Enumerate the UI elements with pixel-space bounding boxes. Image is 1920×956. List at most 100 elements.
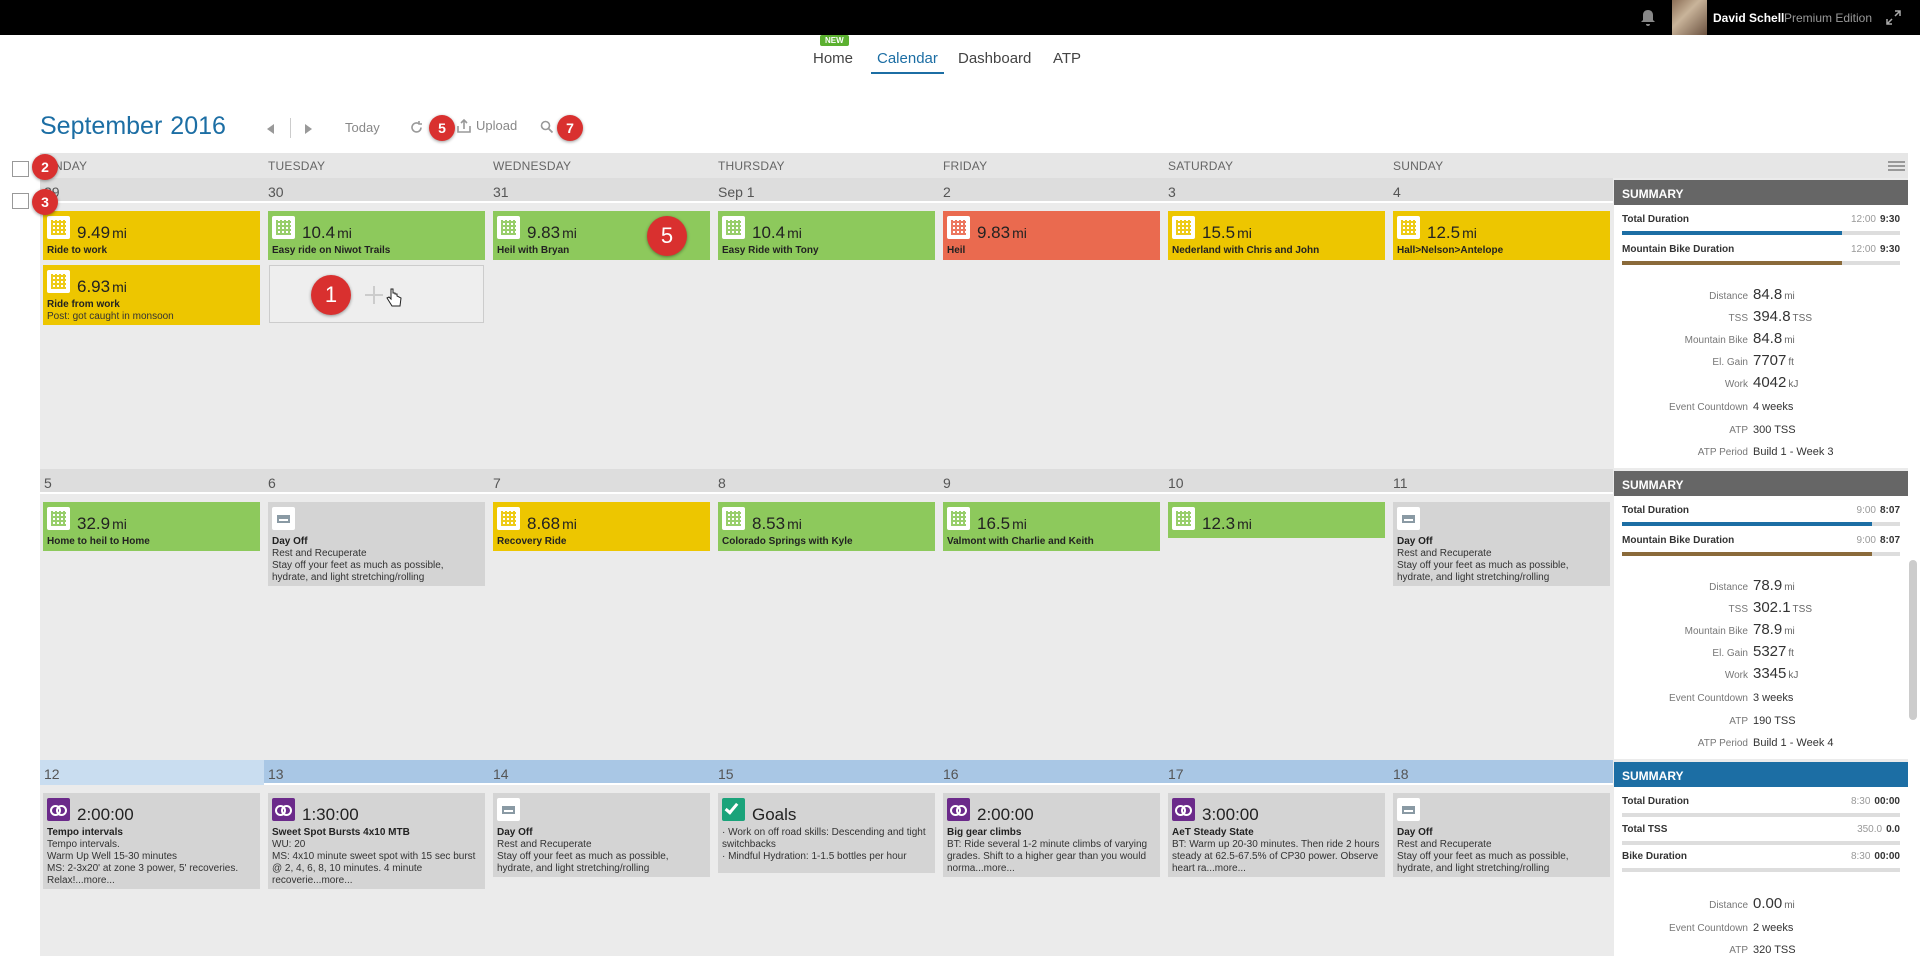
workout-card[interactable]: 6.93 mi Ride from work Post: got caught i…: [43, 265, 260, 325]
workout-card[interactable]: 8.68 mi Recovery Ride: [493, 502, 710, 551]
workout-card[interactable]: 9.83 mi Heil: [943, 211, 1160, 260]
workout-distance: 8.68 mi: [527, 514, 577, 533]
stat-label: El. Gain: [1712, 648, 1748, 659]
workout-card[interactable]: Day Off Rest and Recuperate Stay off you…: [1393, 793, 1610, 877]
workout-card[interactable]: 8.53 mi Colorado Springs with Kyle: [718, 502, 935, 551]
nav-calendar[interactable]: Calendar: [871, 50, 944, 74]
nav-atp[interactable]: ATP: [1053, 50, 1082, 67]
upload-icon[interactable]: [456, 118, 472, 134]
workout-card[interactable]: Goals · Work on off road skills: Descend…: [718, 793, 935, 873]
refresh-icon[interactable]: [409, 120, 424, 135]
goals-note: · Work on off road skills: Descending an…: [722, 827, 926, 862]
stat-label: ATP: [1729, 425, 1748, 436]
marker-1-large: 1: [311, 275, 351, 315]
today-button[interactable]: Today: [345, 120, 380, 135]
stat-value: 320 TSS: [1753, 944, 1796, 956]
mtb-duration-row: Mountain Bike Duration 9:00 8:07: [1622, 535, 1900, 546]
stat-label: ATP: [1729, 945, 1748, 956]
workout-title: Tempo intervals: [47, 827, 123, 838]
date-cell: 5: [44, 475, 52, 491]
dow-tuesday: TUESDAY: [268, 159, 326, 173]
workout-title: Home to heil to Home: [47, 536, 150, 547]
date-cell: 14: [493, 766, 509, 782]
workout-title: Day Off: [1397, 536, 1433, 547]
stat-value: 4042 kJ: [1753, 374, 1799, 391]
stat-label: Event Countdown: [1669, 402, 1748, 413]
workout-card[interactable]: 12.5 mi Hall>Nelson>Antelope: [1393, 211, 1610, 260]
workout-card[interactable]: 2:00:00 Big gear climbs BT: Ride several…: [943, 793, 1160, 877]
next-arrow-icon[interactable]: [305, 124, 312, 134]
stat-value: 4 weeks: [1753, 401, 1794, 413]
workout-card[interactable]: 3:00:00 AeT Steady State BT: Warm up 20-…: [1168, 793, 1385, 877]
stat-label: Event Countdown: [1669, 923, 1748, 934]
bike-workout-icon: [1172, 507, 1195, 530]
workout-title: Easy ride on Niwot Trails: [272, 245, 391, 256]
workout-distance: 10.4 mi: [752, 223, 802, 242]
stat-label: Work: [1724, 670, 1748, 681]
bike-workout-icon: [272, 216, 295, 239]
workout-note: Post: got caught in monsoon: [47, 311, 174, 322]
upload-button[interactable]: Upload: [476, 118, 518, 133]
expand-icon[interactable]: [1886, 10, 1901, 25]
workout-title: AeT Steady State: [1172, 827, 1254, 838]
workout-card[interactable]: 9.49 mi Ride to work: [43, 211, 260, 260]
nav-home[interactable]: Home: [813, 50, 854, 67]
workout-card[interactable]: 10.4 mi Easy ride on Niwot Trails: [268, 211, 485, 260]
total-duration-row: Total Duration 8:30 00:00: [1622, 796, 1900, 807]
date-cell: 11: [1393, 475, 1408, 491]
workout-card[interactable]: Day Off Rest and Recuperate Stay off you…: [268, 502, 485, 586]
month-title: September 2016: [40, 112, 226, 141]
total-duration-row: Total Duration 9:00 8:07: [1622, 505, 1900, 516]
day-off-icon: [497, 798, 520, 821]
workout-card[interactable]: 16.5 mi Valmont with Charlie and Keith: [943, 502, 1160, 551]
workout-card[interactable]: 2:00:00 Tempo intervals Tempo intervals.…: [43, 793, 260, 889]
bike-workout-icon: [1172, 216, 1195, 239]
scrollbar[interactable]: [1909, 560, 1917, 720]
workout-title: Nederland with Chris and John: [1172, 245, 1320, 256]
workout-note: Rest and Recuperate Stay off your feet a…: [272, 548, 444, 583]
workout-duration: 2:00:00: [977, 805, 1034, 824]
stat-value: 84.8 mi: [1753, 286, 1795, 303]
total-tss-row: Total TSS 350.0 0.0: [1622, 824, 1900, 835]
goals-label: Goals: [752, 805, 797, 824]
date-cell: 9: [943, 475, 951, 491]
nav-dashboard[interactable]: Dashboard: [958, 50, 1032, 67]
workout-title: Heil with Bryan: [497, 245, 570, 256]
mtb-duration-row: Mountain Bike Duration 12:00 9:30: [1622, 244, 1900, 255]
bike-workout-icon: [947, 216, 970, 239]
main-nav: Home Calendar Dashboard ATP: [0, 50, 1920, 80]
search-icon[interactable]: [540, 120, 554, 134]
date-cell: 13: [268, 766, 284, 782]
workout-note: Tempo intervals. Warm Up Well 15-30 minu…: [47, 839, 239, 886]
user-name[interactable]: David Schell: [1713, 11, 1785, 25]
bike-workout-icon: [47, 216, 70, 239]
workout-note: Rest and Recuperate Stay off your feet a…: [1397, 839, 1569, 874]
notes-icon[interactable]: [12, 193, 29, 209]
workout-card[interactable]: 12.3 mi: [1168, 502, 1385, 538]
summary-header: SUMMARY: [1614, 471, 1908, 496]
workout-title: Ride to work: [47, 245, 108, 256]
bell-icon[interactable]: [1640, 9, 1656, 26]
workout-title: Heil: [947, 245, 966, 256]
prev-arrow-icon[interactable]: [267, 124, 274, 134]
menu-icon[interactable]: [1888, 161, 1905, 171]
stat-label: Distance: [1709, 582, 1748, 593]
marker-5: 5: [429, 115, 455, 141]
total-duration-row: Total Duration 12:00 9:30: [1622, 214, 1900, 225]
workout-card[interactable]: 32.9 mi Home to heil to Home: [43, 502, 260, 551]
workout-card[interactable]: Day Off Rest and Recuperate Stay off you…: [493, 793, 710, 877]
workout-card[interactable]: 15.5 mi Nederland with Chris and John: [1168, 211, 1385, 260]
date-cell: 10: [1168, 475, 1184, 491]
workout-card[interactable]: 10.4 mi Easy Ride with Tony: [718, 211, 935, 260]
workout-title: Hall>Nelson>Antelope: [1397, 245, 1504, 256]
library-icon[interactable]: [12, 161, 29, 177]
avatar[interactable]: [1672, 0, 1707, 35]
planned-bike-icon: [272, 798, 295, 821]
workout-card[interactable]: Day Off Rest and Recuperate Stay off you…: [1393, 502, 1610, 586]
workout-distance: 9.83 mi: [977, 223, 1027, 242]
date-cell: 12: [44, 766, 60, 782]
marker-3: 3: [32, 189, 58, 215]
workout-card[interactable]: 1:30:00 Sweet Spot Bursts 4x10 MTB WU: 2…: [268, 793, 485, 889]
add-workout-box[interactable]: [269, 265, 484, 323]
week-3-dates: [40, 760, 1613, 785]
